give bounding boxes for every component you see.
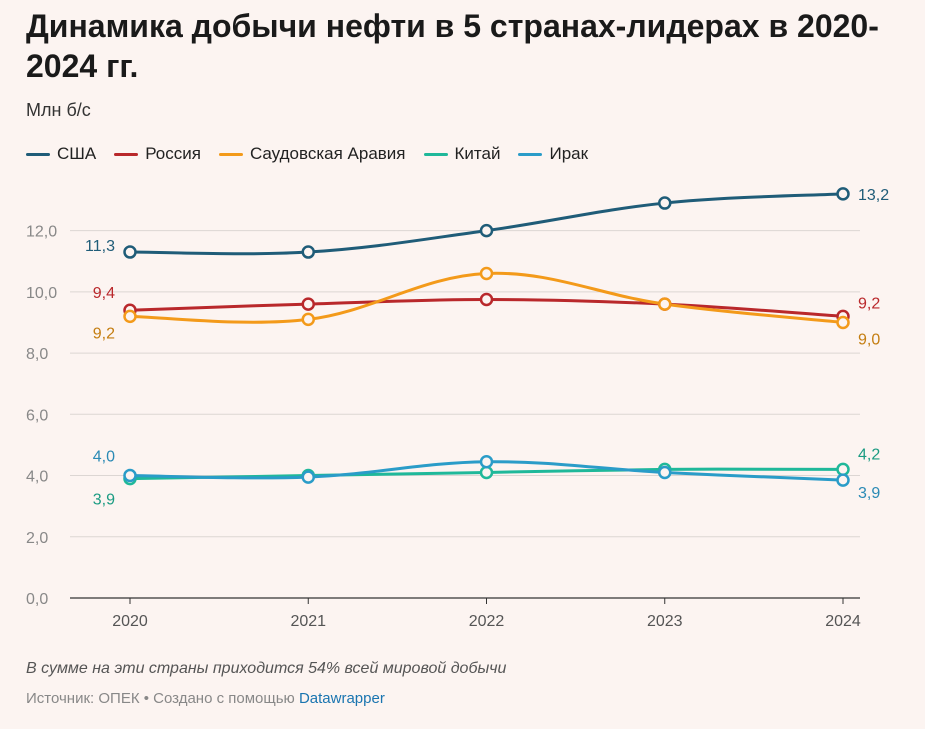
data-point (479, 292, 494, 307)
data-label-start: 3,9 (93, 492, 115, 509)
data-point (301, 297, 315, 311)
x-tick-label: 2023 (647, 613, 683, 630)
data-label-end: 4,2 (858, 446, 880, 463)
legend-item: Ирак (518, 144, 588, 164)
y-tick-label: 6,0 (26, 407, 48, 424)
unit-label: Млн б/с (26, 100, 91, 120)
data-point (658, 465, 672, 480)
legend-label: Ирак (549, 144, 589, 163)
data-point (479, 465, 494, 480)
x-tick-label: 2021 (290, 613, 326, 630)
data-label-start: 4,0 (93, 449, 115, 466)
data-point (301, 245, 315, 259)
legend-swatch (26, 152, 50, 156)
legend: США Россия Саудовская Аравия Китай Ирак (26, 144, 588, 164)
legend-label: Китай (454, 144, 501, 163)
legend-label: США (57, 144, 97, 163)
y-tick-label: 4,0 (26, 469, 48, 486)
legend-swatch (218, 152, 243, 156)
x-tick-label: 2020 (112, 613, 148, 630)
data-point (658, 297, 672, 311)
data-point (301, 312, 315, 327)
legend-label: Саудовская Аравия (249, 144, 406, 163)
datawrapper-link[interactable]: Datawrapper (298, 690, 385, 707)
x-tick-label: 2022 (469, 613, 505, 630)
data-point (479, 223, 494, 238)
legend-swatch (114, 152, 139, 156)
data-point (658, 196, 672, 210)
legend-item: Китай (423, 144, 501, 164)
y-tick-label: 8,0 (26, 346, 48, 363)
chart-title: Динамика добычи нефти в 5 странах-лидера… (26, 8, 879, 84)
data-point (836, 187, 850, 201)
legend-item: США (26, 144, 96, 164)
legend-label: Россия (145, 144, 201, 163)
legend-swatch (518, 152, 543, 156)
data-point (123, 309, 137, 324)
y-tick-label: 12,0 (26, 224, 57, 241)
data-point (479, 455, 494, 469)
data-label-start: 9,4 (93, 285, 115, 302)
source-text: Источник: ОПЕК • Создано с помощью (26, 690, 299, 707)
y-tick-label: 0,0 (26, 591, 48, 608)
data-label-end: 3,9 (858, 485, 880, 502)
legend-item: Россия (114, 144, 201, 164)
y-tick-label: 10,0 (26, 285, 57, 302)
data-label-end: 9,0 (858, 331, 880, 348)
source-line: Источник: ОПЕК • Создано с помощью Dataw… (26, 690, 385, 707)
data-point (836, 462, 850, 477)
data-point (123, 468, 137, 483)
data-label-start: 11,3 (85, 238, 115, 255)
data-point (301, 470, 315, 484)
footnote: В сумме на эти страны приходится 54% все… (26, 660, 507, 677)
legend-swatch (423, 152, 448, 156)
line-chart: 0,0 2,0 4,0 6,0 8,0 10,0 12,0 2020 2021 2022 2023 2… (26, 187, 889, 630)
data-point (123, 245, 137, 259)
data-point (836, 473, 850, 487)
data-point (836, 315, 850, 330)
y-tick-label: 2,0 (26, 530, 48, 547)
series-line (128, 192, 845, 256)
legend-item: Саудовская Аравия (218, 144, 406, 164)
data-point (479, 266, 494, 281)
data-label-start: 9,2 (93, 325, 115, 342)
data-label-end: 9,2 (858, 295, 880, 312)
data-label-end: 13,2 (858, 187, 889, 204)
x-tick-label: 2024 (825, 613, 861, 630)
